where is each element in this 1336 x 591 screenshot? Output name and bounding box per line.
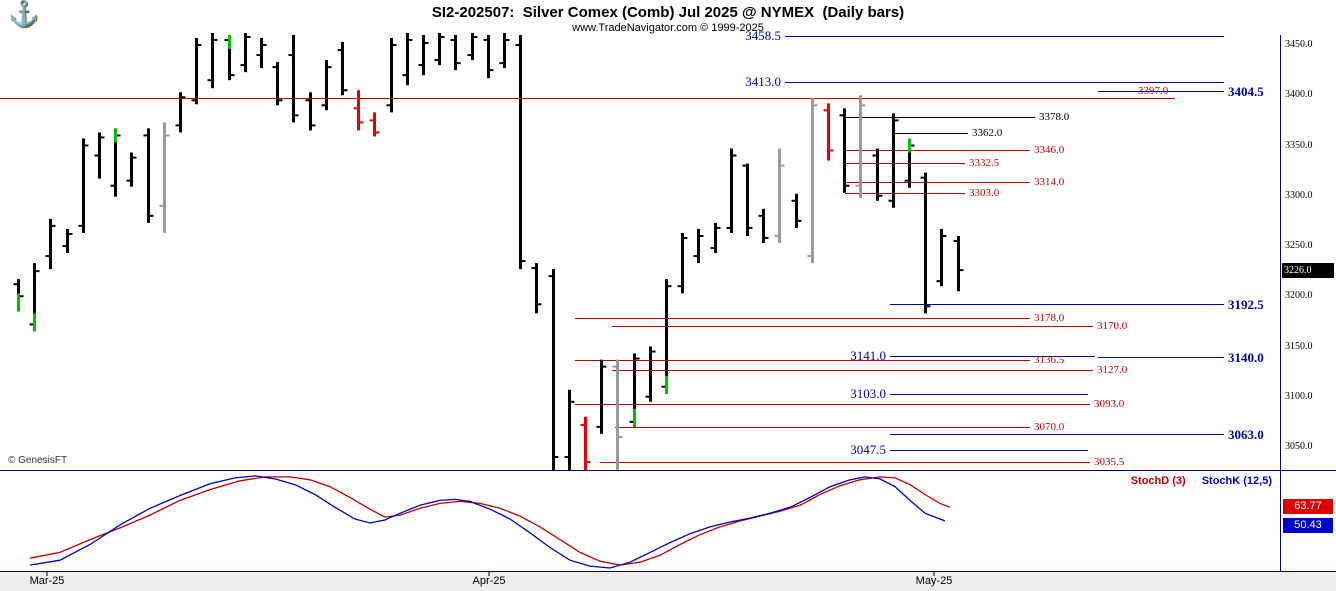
stochd-legend-label: StochD (3)	[1130, 475, 1186, 487]
stochastic-line	[29, 476, 951, 566]
panel-separator-bottom	[0, 571, 1336, 572]
last-price-box: 3226.0	[1282, 263, 1334, 279]
genesis-watermark: © GenesisFT	[8, 455, 68, 466]
stochastic-line	[29, 475, 946, 569]
x-axis-strip	[0, 572, 1336, 591]
chart-title: SI2-202507: Silver Comex (Comb) Jul 2025…	[431, 4, 905, 21]
panel-separator-top	[0, 470, 1336, 471]
brand-logo-icon: ⚓	[8, 0, 40, 28]
stochastic-legend: StochD (3) StochK (12,5)	[1131, 475, 1272, 487]
stochd-value-box: 63.77	[1283, 499, 1333, 514]
stochk-value-box: 50.43	[1283, 518, 1333, 533]
stochk-legend-label: StochK (12,5)	[1201, 475, 1272, 487]
bars-layer	[13, 33, 964, 470]
price-axis-border	[1280, 35, 1281, 571]
chart-header: SI2-202507: Silver Comex (Comb) Jul 2025…	[0, 0, 1336, 34]
chart-subtitle: www.TradeNavigator.com © 1999-2025	[572, 22, 764, 34]
